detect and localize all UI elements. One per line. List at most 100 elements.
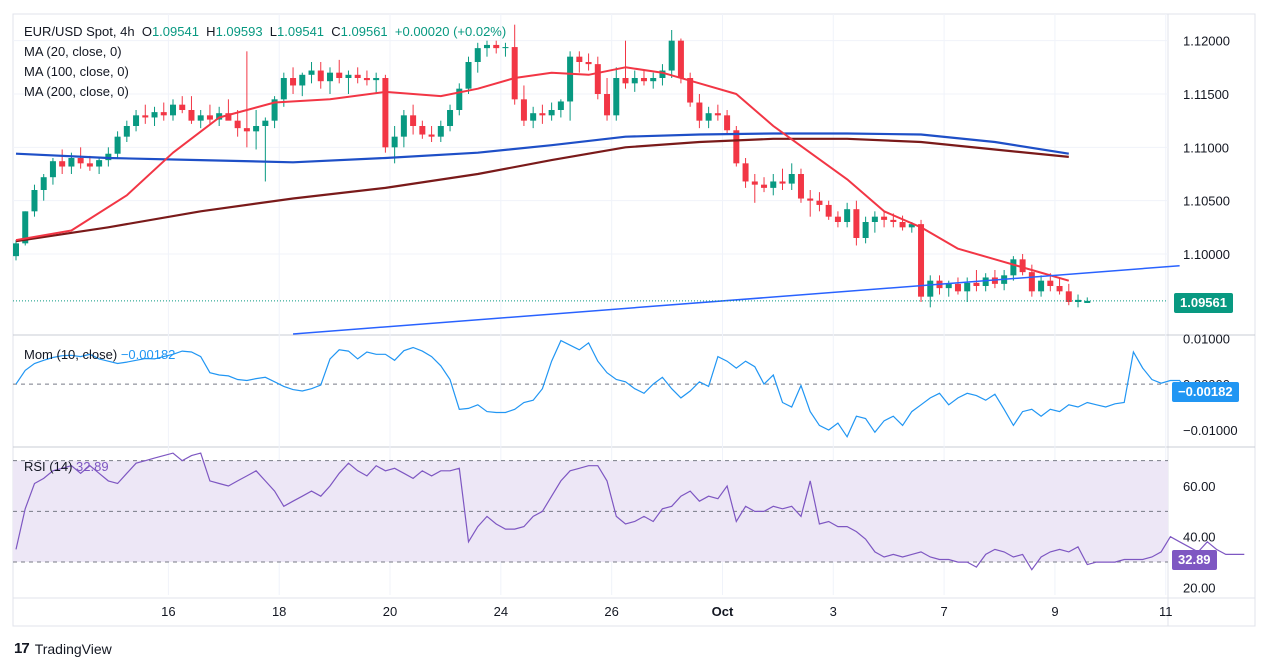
candle-body [751, 181, 758, 185]
candle-body [733, 130, 740, 164]
rsi-tick-label: 60.00 [1183, 479, 1216, 494]
candle-body [1084, 300, 1091, 303]
candle-body [40, 177, 47, 190]
time-tick-label: 20 [383, 604, 397, 619]
candle-body [631, 78, 638, 84]
open-value: 1.09541 [151, 24, 199, 39]
rsi-legend-name: RSI (14) [24, 459, 73, 474]
candle-body [169, 104, 176, 116]
candle-body [797, 174, 804, 199]
candle-body [59, 161, 66, 167]
candle-body [853, 209, 860, 238]
rsi-legend-value: 32.89 [76, 459, 109, 474]
candle-body [807, 198, 814, 201]
candle-body [151, 112, 158, 118]
price-tick-label: 1.10500 [1183, 194, 1230, 209]
candle-body [890, 219, 897, 222]
candle-body [96, 160, 103, 167]
candle-body [834, 216, 841, 222]
candle-body [927, 280, 934, 297]
candle-body [77, 158, 84, 164]
candle-body [742, 163, 749, 182]
candle-body [391, 136, 398, 148]
change-value: +0.00020 (+0.02%) [394, 24, 507, 39]
time-tick-label: 7 [941, 604, 948, 619]
candle-body [557, 101, 564, 110]
ma20-line [15, 66, 1070, 282]
rsi-legend[interactable]: RSI (14) 32.89 [24, 459, 109, 474]
candle-body [530, 113, 537, 121]
candle-body [779, 181, 786, 184]
symbol-label: EUR/USD Spot, [24, 24, 117, 39]
candle-body [86, 163, 93, 167]
candle-body [1010, 259, 1017, 276]
candle-body [317, 70, 324, 82]
candle-body [650, 78, 657, 82]
candle-body [225, 113, 232, 121]
candle-body [511, 47, 518, 100]
candle-body [336, 72, 343, 78]
candle-body [280, 78, 287, 100]
candle-body [881, 216, 888, 220]
candle-body [123, 126, 130, 137]
candle-body [437, 126, 444, 137]
candle-body [761, 184, 768, 188]
candle-body [585, 62, 592, 65]
candle-body [382, 78, 389, 148]
candle-body [677, 40, 684, 78]
candle-body [502, 47, 509, 49]
candle-body [243, 128, 250, 132]
candle-body [234, 120, 241, 129]
candle-body [1019, 259, 1026, 273]
candle-body [114, 136, 121, 154]
candle-body [197, 115, 204, 121]
candle-body [576, 56, 583, 62]
candle-body [345, 74, 352, 78]
last-price-tag: 1.09561 [1174, 293, 1233, 313]
candle-body [816, 200, 823, 205]
ma200-legend[interactable]: MA (200, close, 0) [24, 84, 129, 99]
candle-body [714, 113, 721, 116]
time-tick-label: 16 [161, 604, 175, 619]
candle-body [964, 282, 971, 292]
candle-body [594, 64, 601, 94]
candle-body [945, 283, 952, 289]
candle-body [1056, 286, 1063, 292]
candle-body [410, 115, 417, 126]
candle-body [871, 216, 878, 222]
time-tick-label: 18 [272, 604, 286, 619]
candle-body [1028, 272, 1035, 292]
chart-frame [12, 13, 1256, 627]
candle-body [1065, 291, 1072, 302]
candle-body [206, 115, 213, 120]
candle-body [428, 134, 435, 137]
candle-body [49, 161, 56, 178]
momentum-legend-value: −0.00182 [120, 347, 176, 362]
low-value: 1.09541 [277, 24, 325, 39]
ohlc-legend: EUR/USD Spot, 4h O1.09541 H1.09593 L1.09… [24, 22, 506, 42]
candle-body [973, 282, 980, 286]
time-tick-label: 26 [604, 604, 618, 619]
time-tick-label: 24 [494, 604, 508, 619]
candle-body [539, 113, 546, 116]
brand-label[interactable]: TradingView [34, 640, 112, 657]
momentum-line [15, 339, 1208, 439]
price-tick-label: 1.11500 [1183, 87, 1229, 102]
momentum-legend[interactable]: Mom (10, close) −0.00182 [24, 347, 175, 362]
candle-body [613, 78, 620, 116]
candle-body [299, 74, 306, 86]
tradingview-logo-icon[interactable]: 17 [14, 640, 30, 657]
candle-body [373, 78, 380, 81]
candle-body [687, 78, 694, 103]
main-legend: EUR/USD Spot, 4h O1.09541 H1.09593 L1.09… [24, 22, 506, 102]
candle-body [22, 211, 29, 244]
ma100-line [15, 132, 1069, 164]
candle-body [696, 102, 703, 121]
ma20-legend[interactable]: MA (20, close, 0) [24, 44, 122, 59]
ma200-line [15, 137, 1069, 243]
low-label: L [269, 24, 278, 39]
candle-body [622, 78, 629, 84]
candle-body [918, 224, 925, 297]
ma100-legend[interactable]: MA (100, close, 0) [24, 64, 129, 79]
candle-body [133, 115, 140, 126]
